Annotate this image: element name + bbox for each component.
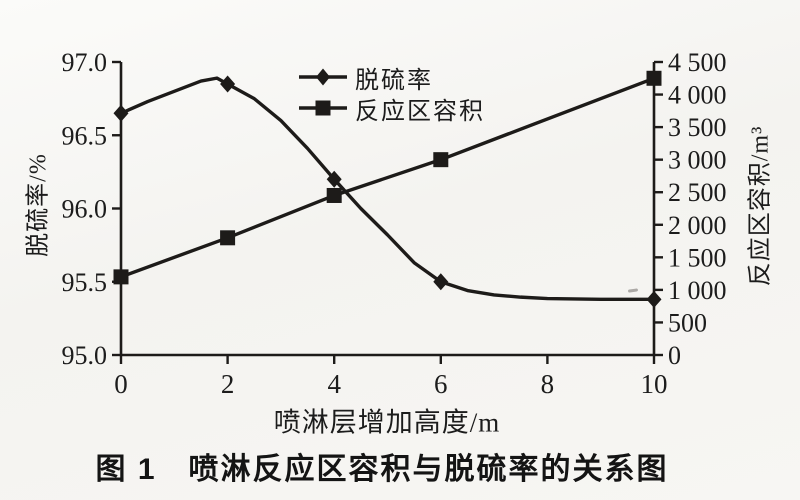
desulfurization-marker xyxy=(113,104,129,122)
volume-marker xyxy=(326,187,342,203)
y-right-tick-label: 1 500 xyxy=(668,243,727,272)
y-right-tick-label: 500 xyxy=(668,308,707,337)
volume-marker xyxy=(220,230,236,246)
desulfurization-marker xyxy=(220,75,236,93)
legend: 脱硫率 反应区容积 xyxy=(299,63,485,125)
x-tick-label: 10 xyxy=(641,369,668,399)
desulfurization-line xyxy=(119,76,656,302)
volume-marker xyxy=(113,269,129,285)
y-right-tick-label: 0 xyxy=(668,341,681,370)
diamond-marker-icon xyxy=(299,68,347,86)
desulfurization-marker xyxy=(646,290,662,308)
x-tick-label: 8 xyxy=(541,369,555,399)
y-left-tick-label: 96.5 xyxy=(62,121,108,150)
desulfurization-marker xyxy=(433,273,449,291)
y-right-tick-label: 2 500 xyxy=(668,178,727,207)
y-right-tick-label: 4 000 xyxy=(668,81,727,110)
y-right-tick-label: 3 500 xyxy=(668,113,727,142)
legend-label-desulfurization-rate: 脱硫率 xyxy=(355,67,433,94)
y-left-tick-label: 95.5 xyxy=(62,268,108,297)
figure-caption: 图 1 喷淋反应区容积与脱硫率的关系图 xyxy=(95,453,669,486)
x-axis-label: 喷淋层增加高度/m xyxy=(273,407,501,438)
x-tick-label: 0 xyxy=(114,369,128,399)
legend-item-reaction-zone-volume: 反应区容积 xyxy=(299,94,485,125)
y-axis-label-left: 脱硫率/% xyxy=(25,153,52,257)
y-right-tick-label: 3 000 xyxy=(668,146,727,175)
y-right-tick-label: 2 000 xyxy=(668,211,727,240)
y-axis-label-right: 反应区容积/m³ xyxy=(747,125,774,287)
square-marker-icon xyxy=(299,100,347,116)
legend-item-desulfurization-rate: 脱硫率 xyxy=(299,63,485,94)
x-tick-label: 6 xyxy=(434,369,448,399)
legend-label-reaction-zone-volume: 反应区容积 xyxy=(355,98,485,125)
y-left-tick-label: 95.0 xyxy=(62,341,108,370)
y-right-tick-label: 4 500 xyxy=(668,48,727,77)
x-tick-label: 4 xyxy=(327,369,341,399)
volume-marker xyxy=(646,70,662,86)
y-right-tick-label: 1 000 xyxy=(668,276,727,305)
y-left-tick-label: 96.0 xyxy=(62,195,108,224)
volume-marker xyxy=(433,152,449,168)
y-left-tick-label: 97.0 xyxy=(62,48,108,77)
desulfurization-marker xyxy=(326,170,342,188)
x-tick-label: 2 xyxy=(221,369,235,399)
